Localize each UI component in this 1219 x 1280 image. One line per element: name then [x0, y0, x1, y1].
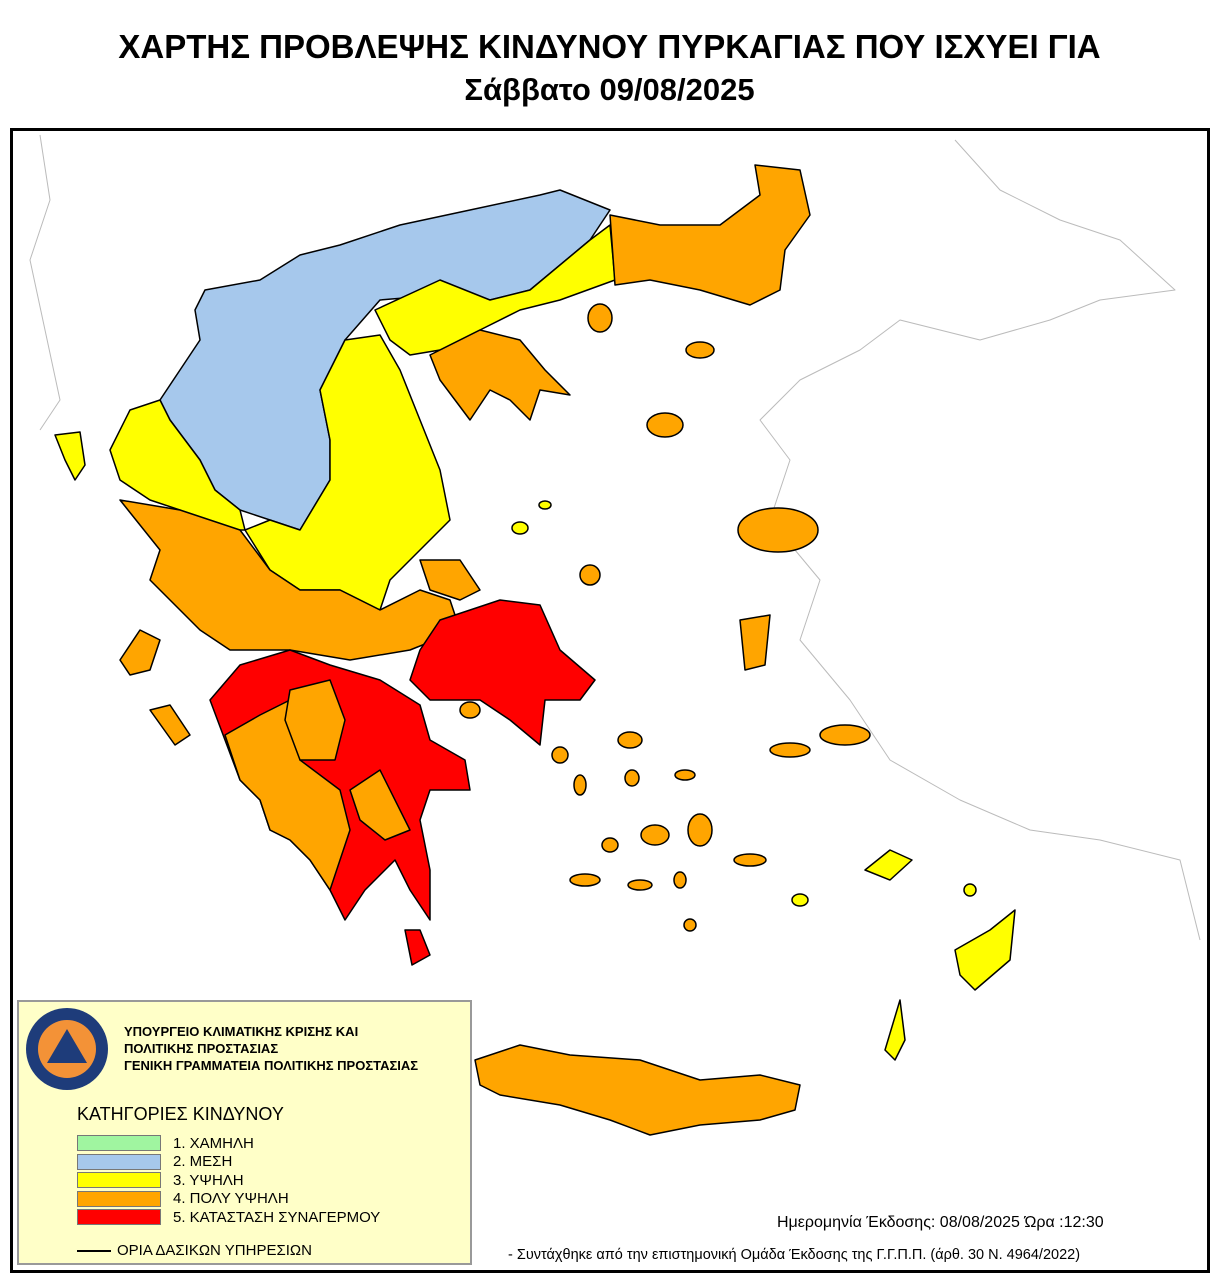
island: [459, 701, 481, 719]
neighbour-coastlines: [29, 134, 1201, 941]
forest-service-region: [884, 999, 906, 1061]
island: [579, 564, 601, 586]
island: [601, 837, 619, 853]
legend-swatch: [77, 1135, 161, 1151]
island: [791, 893, 809, 907]
legend-label: 2. ΜΕΣΗ: [173, 1153, 233, 1170]
island: [674, 769, 696, 781]
legend-swatch: [77, 1209, 161, 1225]
boundary-label: ΟΡΙΑ ΔΑΣΙΚΩΝ ΥΠΗΡΕΣΙΩΝ: [117, 1242, 312, 1259]
legend-label: 4. ΠΟΛΥ ΥΨΗΛΗ: [173, 1190, 289, 1207]
forest-service-region: [954, 909, 1016, 991]
island: [769, 742, 811, 758]
forest-service-region: [419, 559, 481, 601]
map-title: ΧΑΡΤΗΣ ΠΡΟΒΛΕΨΗΣ ΚΙΝΔΥΝΟΥ ΠΥΡΚΑΓΙΑΣ ΠΟΥ …: [118, 28, 1101, 65]
legend-panel: ΥΠΟΥΡΓΕΙΟ ΚΛΙΜΑΤΙΚΗΣ ΚΡΙΣΗΣ ΚΑΙ ΠΟΛΙΤΙΚΗ…: [17, 1000, 472, 1265]
map-frame: [10, 128, 1210, 1273]
island: [685, 341, 715, 359]
island: [511, 521, 529, 535]
island: [963, 883, 977, 897]
forest-service-region: [429, 329, 571, 421]
boundary-line-icon: [77, 1249, 111, 1252]
forest-service-region: [374, 224, 616, 356]
org-line-1: ΥΠΟΥΡΓΕΙΟ ΚΛΙΜΑΤΙΚΗΣ ΚΡΙΣΗΣ ΚΑΙ: [124, 1024, 359, 1039]
legend-category: 3. ΥΨΗΛΗ: [77, 1171, 244, 1189]
forest-service-region: [739, 614, 771, 671]
forest-service-region: [409, 599, 596, 746]
island: [569, 873, 601, 887]
forest-service-region: [404, 929, 431, 966]
map-date: Σάββατο 09/08/2025: [464, 72, 755, 107]
legend-label: 1. ΧΑΜΗΛΗ: [173, 1134, 254, 1152]
forest-service-region: [474, 1044, 801, 1136]
island: [624, 769, 640, 787]
island: [819, 724, 871, 746]
island: [733, 853, 767, 867]
forest-service-region: [119, 629, 161, 676]
island: [627, 879, 653, 891]
forest-service-region: [54, 431, 86, 481]
legend-category: 1. ΧΑΜΗΛΗ: [77, 1134, 254, 1152]
island: [683, 918, 697, 932]
legend-category: 4. ΠΟΛΥ ΥΨΗΛΗ: [77, 1190, 289, 1207]
civil-protection-logo: [26, 1008, 108, 1090]
island: [573, 774, 587, 796]
legend-category: 5. ΚΑΤΑΣΤΑΣΗ ΣΥΝΑΓΕΡΜΟΥ: [77, 1208, 381, 1226]
island: [673, 871, 687, 889]
authorship-note: - Συντάχθηκε από την επιστημονική Ομάδα …: [508, 1247, 1081, 1263]
legend-swatch: [77, 1190, 161, 1207]
island: [587, 303, 613, 333]
forest-service-region: [284, 679, 346, 761]
org-line-2: ΠΟΛΙΤΙΚΗΣ ΠΡΟΣΤΑΣΙΑΣ: [124, 1041, 279, 1056]
issue-date: Ημερομηνία Έκδοσης: 08/08/2025 Ώρα :12:3…: [777, 1214, 1104, 1231]
island: [640, 824, 670, 846]
forest-service-region: [609, 164, 811, 306]
boundary-legend: ΟΡΙΑ ΔΑΣΙΚΩΝ ΥΠΗΡΕΣΙΩΝ: [77, 1242, 312, 1259]
legend-category: 2. ΜΕΣΗ: [77, 1153, 233, 1170]
island: [737, 507, 819, 553]
island: [646, 412, 684, 438]
island: [538, 500, 552, 510]
legend-label: 5. ΚΑΤΑΣΤΑΣΗ ΣΥΝΑΓΕΡΜΟΥ: [173, 1208, 381, 1226]
forest-service-region: [109, 399, 246, 531]
island: [687, 813, 713, 847]
forest-service-region: [149, 704, 191, 746]
island: [551, 746, 569, 764]
island: [617, 731, 643, 749]
forest-service-region: [864, 849, 913, 881]
legend-swatch: [77, 1172, 161, 1188]
categories-title: ΚΑΤΗΓΟΡΙΕΣ ΚΙΝΔΥΝΟΥ: [77, 1104, 284, 1124]
legend-swatch: [77, 1153, 161, 1170]
org-line-3: ΓΕΝΙΚΗ ΓΡΑΜΜΑΤΕΙΑ ΠΟΛΙΤΙΚΗΣ ΠΡΟΣΤΑΣΙΑΣ: [124, 1058, 419, 1073]
forest-service-region: [349, 769, 411, 841]
legend-label: 3. ΥΨΗΛΗ: [173, 1171, 244, 1189]
